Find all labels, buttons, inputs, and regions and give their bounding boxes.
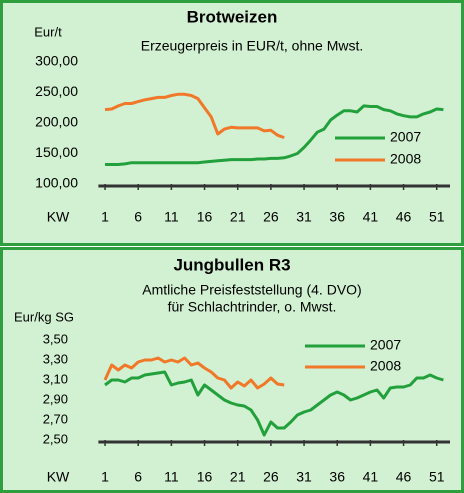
legend-label: 2007: [390, 129, 421, 145]
chart-subtitle: Amtliche Preisfeststellung (4. DVO): [142, 282, 361, 298]
series-line: [104, 92, 285, 140]
y-tick-label: 300,00: [35, 53, 78, 69]
chart-subtitle: Erzeugerpreis in EUR/t, ohne Mwst.: [141, 38, 364, 54]
x-tick-label: 31: [296, 469, 312, 485]
y-tick-label: 3,30: [43, 351, 68, 366]
y-tick-label: 3,10: [43, 371, 68, 386]
x-axis-label: KW: [47, 469, 70, 485]
y-tick-label: 250,00: [35, 83, 78, 99]
series-line: [104, 370, 444, 437]
y-tick-label: 2,70: [43, 411, 68, 426]
legend-label: 2008: [390, 151, 421, 167]
x-tick-label: 1: [101, 469, 109, 485]
x-tick-label: 21: [230, 209, 246, 225]
x-tick-label: 26: [263, 209, 279, 225]
x-tick-label: 31: [296, 209, 312, 225]
x-tick-label: 11: [164, 469, 179, 485]
x-tick-label: 41: [363, 469, 379, 485]
x-tick-label: 6: [134, 469, 142, 485]
x-tick-label: 41: [363, 209, 379, 225]
x-tick-label: 16: [197, 209, 213, 225]
series-line: [103, 356, 285, 390]
chart-title: Brotweizen: [187, 7, 278, 26]
x-axis-label: KW: [47, 209, 70, 225]
y-tick-label: 2,50: [43, 431, 68, 446]
x-tick-label: 11: [164, 209, 179, 225]
x-tick-label: 21: [230, 469, 246, 485]
legend-label: 2007: [370, 337, 401, 353]
x-tick-label: 36: [329, 209, 345, 225]
legend-label: 2008: [370, 358, 401, 374]
y-tick-label: 100,00: [35, 175, 78, 191]
y-tick-label: 150,00: [35, 144, 78, 160]
panel: [0, 247, 464, 493]
x-tick-label: 6: [134, 209, 142, 225]
y-axis-label: Eur/t: [34, 24, 62, 39]
x-tick-label: 36: [329, 469, 345, 485]
series-line: [105, 104, 444, 166]
x-tick-label: 46: [396, 209, 412, 225]
x-tick-label: 51: [429, 209, 445, 225]
x-tick-label: 26: [263, 469, 279, 485]
y-axis-label: Eur/kg SG: [14, 309, 74, 324]
x-tick-label: 51: [429, 469, 445, 485]
x-tick-label: 1: [101, 209, 109, 225]
panel: [0, 0, 464, 246]
x-tick-label: 46: [396, 469, 412, 485]
x-tick-label: 16: [197, 469, 213, 485]
y-tick-label: 3,50: [43, 331, 68, 346]
y-tick-label: 200,00: [35, 114, 78, 130]
chart-subtitle: für Schlachtrinder, o. Mwst.: [168, 299, 337, 315]
chart-title: Jungbullen R3: [173, 255, 290, 274]
y-tick-label: 2,90: [43, 391, 68, 406]
